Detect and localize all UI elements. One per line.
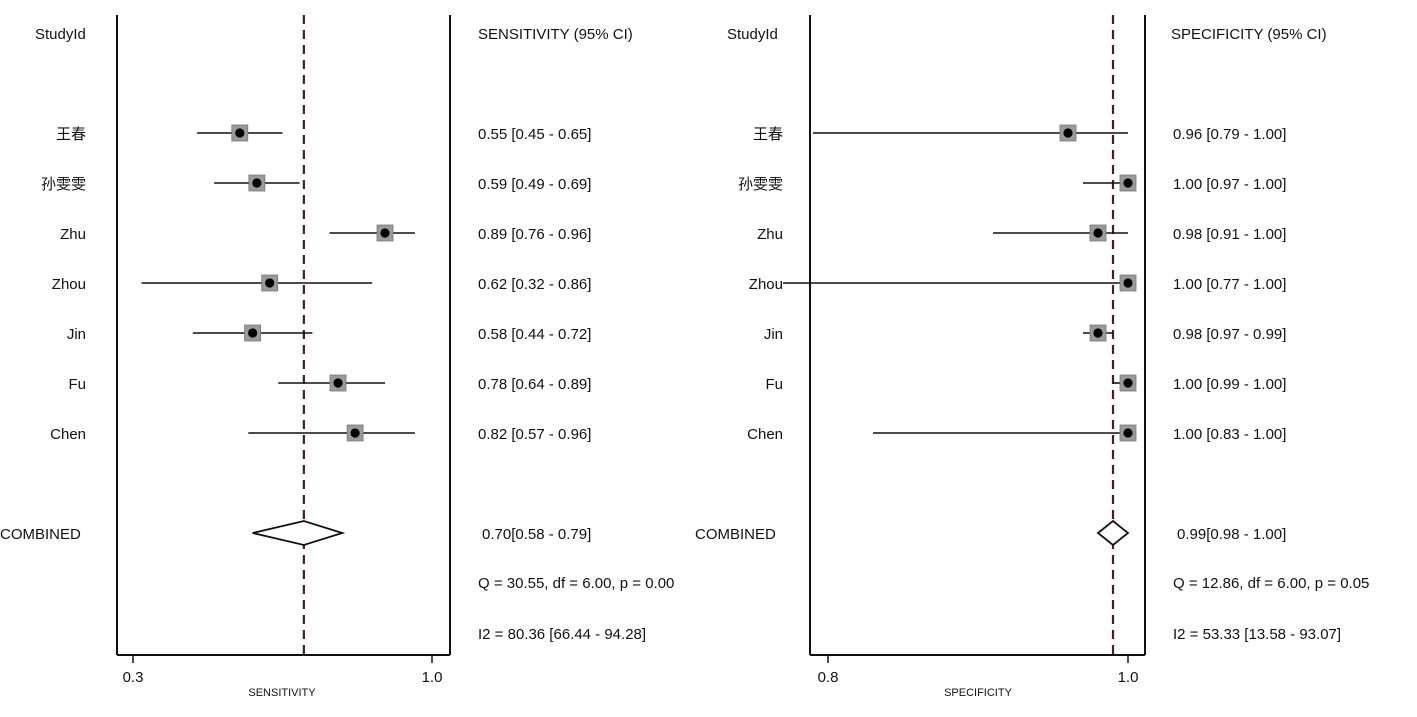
spec-study-header: StudyId [727,26,778,43]
spec-tick-label: 0.8 [818,669,839,686]
spec-axis-label: SPECIFICITY [944,687,1013,699]
study-value-label: 0.78 [0.64 - 0.89] [478,376,591,393]
estimate-point [265,278,275,288]
sens-heterogeneity-q: Q = 30.55, df = 6.00, p = 0.00 [478,575,674,592]
study-name: Jin [67,326,86,343]
estimate-point [1093,328,1103,338]
spec-combined-row: COMBINED 0.99[0.98 - 1.00] [695,519,1286,547]
estimate-point [1123,178,1133,188]
sens-study-row: Jin 0.58 [0.44 - 0.72] [67,324,591,343]
study-value-label: 1.00 [0.77 - 1.00] [1173,276,1286,293]
sens-tick-label: 0.3 [123,669,144,686]
estimate-point [1063,128,1073,138]
study-value-label: 1.00 [0.97 - 1.00] [1173,176,1286,193]
combined-value-label: 0.99[0.98 - 1.00] [1177,526,1286,543]
sens-value-header: SENSITIVITY (95% CI) [478,26,633,43]
study-name: Fu [68,376,86,393]
combined-label: COMBINED [695,526,776,543]
study-value-label: 0.98 [0.91 - 1.00] [1173,226,1286,243]
study-name: Chen [50,426,86,443]
sens-combined-row: COMBINED 0.70[0.58 - 0.79] [0,520,591,546]
estimate-point [1123,428,1133,438]
estimate-point [252,178,262,188]
sens-panel: 0.3 1.0 SENSITIVITY StudyId SENSITIVITY (95%… [0,15,674,699]
study-value-label: 0.89 [0.76 - 0.96] [478,226,591,243]
study-value-label: 0.59 [0.49 - 0.69] [478,176,591,193]
study-name: 孙雯雯 [41,176,86,193]
study-name: 王春 [56,126,86,143]
study-value-label: 0.58 [0.44 - 0.72] [478,326,591,343]
sens-study-row: Chen 0.82 [0.57 - 0.96] [50,424,591,443]
combined-value-label: 0.70[0.58 - 0.79] [482,526,591,543]
study-name: Zhu [60,226,86,243]
estimate-point [1123,278,1133,288]
sens-study-row: 孙雯雯 0.59 [0.49 - 0.69] [41,174,591,193]
study-value-label: 0.55 [0.45 - 0.65] [478,126,591,143]
estimate-point [1093,228,1103,238]
sens-tick-label: 1.0 [422,669,443,686]
estimate-point [1123,378,1133,388]
combined-diamond [1096,519,1130,547]
estimate-point [235,128,245,138]
spec-panel: 0.8 1.0 SPECIFICITY StudyId SPECIFICITY (95%… [695,15,1369,699]
sens-study-row: Zhou 0.62 [0.32 - 0.86] [52,274,591,293]
spec-value-header: SPECIFICITY (95% CI) [1171,26,1327,43]
spec-study-row: Jin 0.98 [0.97 - 0.99] [764,324,1286,343]
study-value-label: 1.00 [0.83 - 1.00] [1173,426,1286,443]
combined-label: COMBINED [0,526,81,543]
study-value-label: 0.82 [0.57 - 0.96] [478,426,591,443]
spec-study-row: 王春 0.96 [0.79 - 1.00] [753,124,1286,143]
study-value-label: 0.98 [0.97 - 0.99] [1173,326,1286,343]
spec-heterogeneity-i2: I2 = 53.33 [13.58 - 93.07] [1173,626,1341,643]
spec-tick-label: 1.0 [1118,669,1139,686]
sens-study-row: 王春 0.55 [0.45 - 0.65] [56,124,591,143]
spec-study-row: Chen 1.00 [0.83 - 1.00] [747,424,1286,443]
combined-diamond [252,520,346,546]
study-name: Zhu [757,226,783,243]
spec-study-row: Fu 1.00 [0.99 - 1.00] [765,374,1286,393]
sens-heterogeneity-i2: I2 = 80.36 [66.44 - 94.28] [478,626,646,643]
study-value-label: 0.96 [0.79 - 1.00] [1173,126,1286,143]
study-value-label: 1.00 [0.99 - 1.00] [1173,376,1286,393]
study-name: Fu [765,376,783,393]
estimate-point [248,328,258,338]
study-name: Zhou [52,276,86,293]
study-name: Jin [764,326,783,343]
sens-axis-label: SENSITIVITY [248,687,316,699]
study-name: Zhou [749,276,783,293]
spec-heterogeneity-q: Q = 12.86, df = 6.00, p = 0.05 [1173,575,1369,592]
estimate-point [380,228,390,238]
study-name: 孙雯雯 [738,176,783,193]
study-value-label: 0.62 [0.32 - 0.86] [478,276,591,293]
estimate-point [350,428,360,438]
estimate-point [333,378,343,388]
spec-study-row: 孙雯雯 1.00 [0.97 - 1.00] [738,174,1286,193]
spec-study-row: Zhou 1.00 [0.77 - 1.00] [749,274,1286,293]
sens-study-row: Fu 0.78 [0.64 - 0.89] [68,374,591,393]
sens-study-row: Zhu 0.89 [0.76 - 0.96] [60,224,591,243]
sens-study-header: StudyId [35,26,86,43]
spec-study-row: Zhu 0.98 [0.91 - 1.00] [757,224,1286,243]
study-name: Chen [747,426,783,443]
study-name: 王春 [753,126,783,143]
